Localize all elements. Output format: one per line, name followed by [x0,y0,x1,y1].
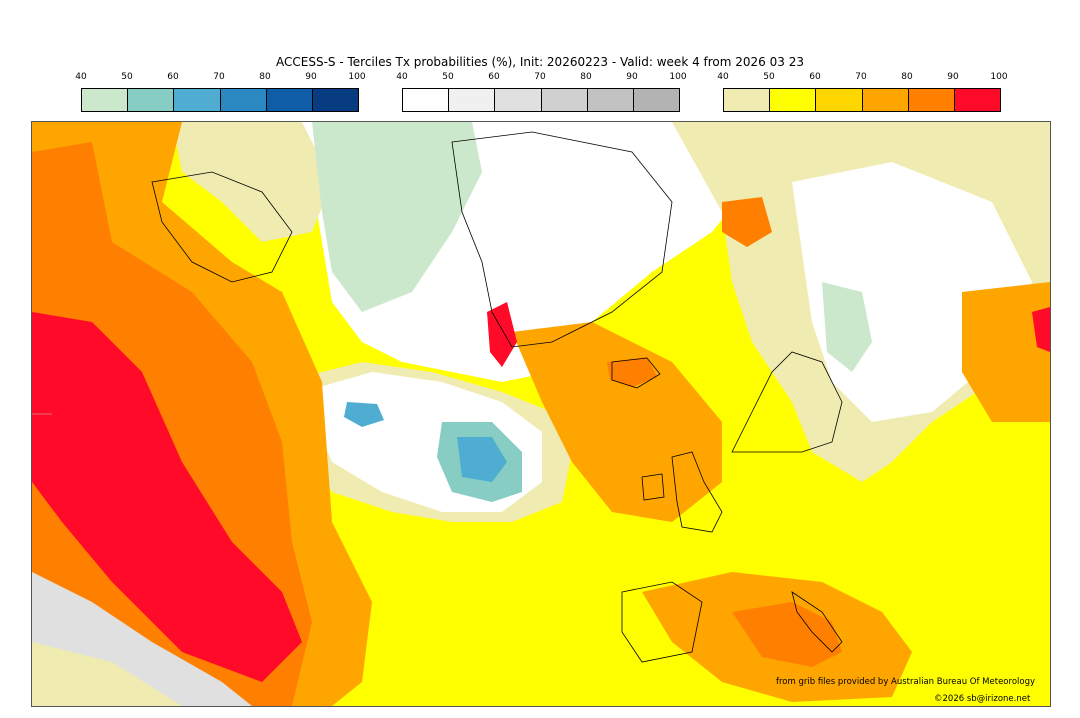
legend-tick: 90 [947,72,959,82]
southwest-pale-strip [32,642,182,706]
iceland-coastline [611,357,661,389]
legend-tick: 60 [809,72,821,82]
legend-swatch [587,89,634,111]
legend-colorbar [81,88,359,112]
copyright-credit: ©2026 sb@irizone.net [934,694,1031,704]
british-isles-coastline [641,451,723,533]
legend-tick: 50 [121,72,133,82]
legend-tick: 70 [213,72,225,82]
legend-tick: 60 [488,72,500,82]
arctic-pale-region [172,122,332,242]
legend-swatch [908,89,955,111]
scandinavia-coastline [731,351,843,453]
legend-tick: 50 [763,72,775,82]
legend-near-normal: 40 50 60 70 80 90 100 [396,72,687,114]
legend-tick: 40 [75,72,87,82]
legend-swatch [266,89,313,111]
legend-swatch [954,89,1001,111]
chart-title: ACCESS-S - Terciles Tx probabilities (%)… [276,55,804,69]
legend-tick: 40 [717,72,729,82]
svalbard-warm-patch [722,197,772,247]
legend-swatch [495,89,542,111]
legend-swatch [174,89,221,111]
legend-swatch [816,89,863,111]
russia-below-normal-patch [822,282,872,372]
greenland-below-normal [312,122,482,312]
atlantic-cold-core [457,437,507,482]
west-atlantic-red-core [32,312,302,682]
legend-tick: 100 [990,72,1008,82]
central-atlantic-orange [512,322,722,522]
legend-ticks: 40 50 60 70 80 90 100 [717,72,1007,84]
legend-swatch [128,89,175,111]
canadian-arctic-coastline [151,171,293,283]
legend-colorbar [402,88,680,112]
legend-swatch [862,89,909,111]
legend-tick: 90 [305,72,317,82]
greenland-coast-red [487,302,517,367]
atlantic-cold-small [344,402,384,427]
greenland-coastline [451,131,673,348]
east-warm-patch [962,282,1050,422]
iceland-warm-patch [607,357,657,387]
legend-swatch [770,89,817,111]
iberia-coastline [621,581,703,663]
legend-swatch [633,89,680,111]
map-canvas [32,122,1050,706]
legend-above-normal: 40 50 60 70 80 90 100 [717,72,1008,114]
source-credit: from grib files provided by Australian B… [776,677,1036,687]
legend-tick: 70 [534,72,546,82]
legend-tick: 40 [396,72,408,82]
legend-ticks: 40 50 60 70 80 90 100 [396,72,686,84]
legend-tick: 100 [669,72,687,82]
coastlines [151,131,843,663]
legend-swatch [312,89,359,111]
legend-tick: 60 [167,72,179,82]
probability-map [31,121,1051,707]
legend-tick: 50 [442,72,454,82]
legend-ticks: 40 50 60 70 80 90 100 [75,72,365,84]
legend-tick: 70 [855,72,867,82]
legend-swatch [724,89,771,111]
legend-tick: 80 [259,72,271,82]
legend-swatch [541,89,588,111]
legend-swatch [449,89,496,111]
italy-coastline [791,591,843,653]
legend-tick: 80 [580,72,592,82]
legend-tick: 90 [626,72,638,82]
legend-colorbar [723,88,1001,112]
legend-swatch [403,89,450,111]
east-red-patch [1032,307,1050,352]
legend-below-normal: 40 50 60 70 80 90 100 [75,72,366,114]
legend-tick: 100 [348,72,366,82]
legend-swatch [82,89,129,111]
legend-tick: 80 [901,72,913,82]
legend-swatch [220,89,267,111]
mediterranean-deep-orange [732,602,842,667]
